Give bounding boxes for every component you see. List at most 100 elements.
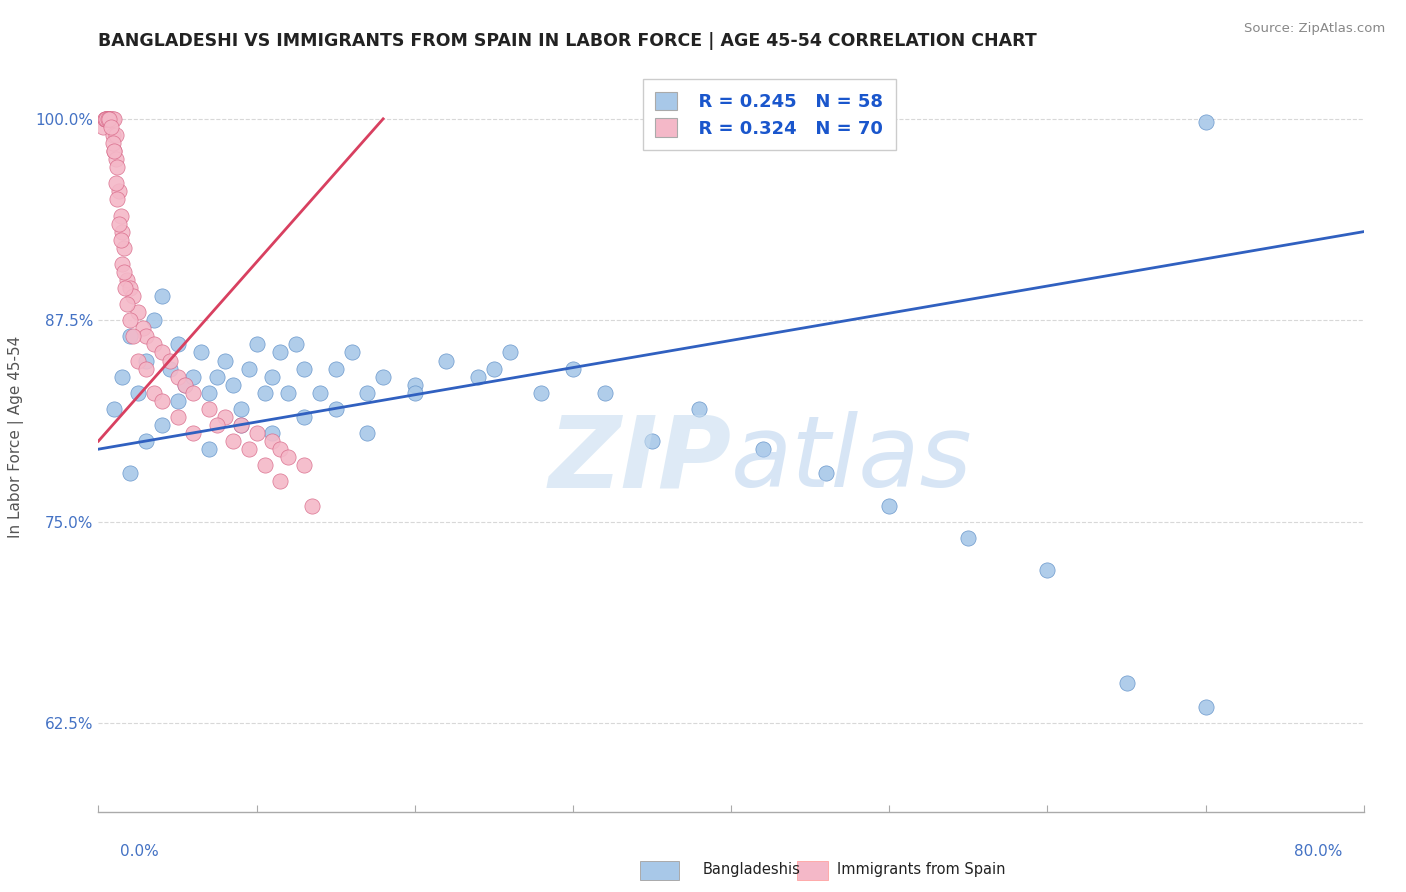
Point bbox=[122, 289, 145, 303]
Point bbox=[150, 345, 173, 359]
Point bbox=[325, 361, 347, 376]
Point bbox=[641, 434, 664, 449]
Point bbox=[253, 385, 276, 400]
Point bbox=[98, 112, 121, 126]
Point bbox=[111, 369, 134, 384]
Point bbox=[246, 337, 269, 351]
Point bbox=[356, 425, 378, 440]
Point bbox=[104, 152, 127, 166]
Point bbox=[174, 377, 197, 392]
Point bbox=[229, 401, 252, 416]
Point bbox=[127, 353, 149, 368]
Point bbox=[356, 385, 378, 400]
Point bbox=[371, 369, 394, 384]
Point bbox=[183, 369, 205, 384]
Point bbox=[101, 112, 124, 126]
Text: Bangladeshis: Bangladeshis bbox=[703, 863, 801, 877]
Point bbox=[97, 112, 120, 126]
Point bbox=[499, 345, 522, 359]
Point bbox=[214, 409, 236, 424]
Point bbox=[253, 458, 276, 473]
Point bbox=[132, 321, 155, 335]
Point bbox=[309, 385, 332, 400]
Point bbox=[120, 467, 141, 481]
Point bbox=[561, 361, 585, 376]
Point bbox=[269, 475, 291, 489]
Point bbox=[198, 401, 221, 416]
Point bbox=[262, 369, 284, 384]
Point bbox=[93, 112, 117, 126]
Point bbox=[135, 353, 157, 368]
Point bbox=[96, 112, 118, 126]
Point bbox=[877, 499, 901, 513]
Point bbox=[103, 401, 125, 416]
Point bbox=[98, 112, 121, 126]
Legend:   R = 0.245   N = 58,   R = 0.324   N = 70: R = 0.245 N = 58, R = 0.324 N = 70 bbox=[643, 79, 896, 150]
Point bbox=[404, 385, 426, 400]
Point bbox=[120, 313, 141, 327]
Point bbox=[269, 345, 291, 359]
Point bbox=[150, 393, 173, 408]
Point bbox=[404, 377, 426, 392]
Point bbox=[115, 273, 138, 287]
Point bbox=[198, 442, 221, 457]
Point bbox=[100, 112, 122, 126]
Point bbox=[262, 434, 284, 449]
Point bbox=[246, 425, 269, 440]
Point bbox=[135, 434, 157, 449]
Point bbox=[101, 128, 124, 142]
Point bbox=[436, 353, 458, 368]
Point bbox=[135, 361, 157, 376]
Point bbox=[688, 401, 710, 416]
Point bbox=[325, 401, 347, 416]
Text: 0.0%: 0.0% bbox=[120, 845, 159, 859]
Point bbox=[467, 369, 489, 384]
Point bbox=[229, 417, 252, 432]
Point bbox=[166, 409, 188, 424]
Point bbox=[100, 120, 122, 134]
Point bbox=[111, 257, 134, 271]
Point bbox=[114, 281, 136, 295]
Point bbox=[214, 353, 236, 368]
Point bbox=[183, 425, 205, 440]
Point bbox=[269, 442, 291, 457]
Point bbox=[120, 329, 141, 343]
Point bbox=[127, 385, 149, 400]
Point bbox=[96, 112, 118, 126]
Point bbox=[262, 425, 284, 440]
Point bbox=[122, 329, 145, 343]
Point bbox=[142, 337, 165, 351]
Point bbox=[112, 265, 135, 279]
Point bbox=[1195, 115, 1218, 129]
Point bbox=[103, 144, 125, 158]
Point bbox=[150, 417, 173, 432]
Point bbox=[107, 193, 129, 207]
Point bbox=[222, 377, 245, 392]
Point bbox=[166, 393, 188, 408]
Point bbox=[100, 112, 122, 126]
Point bbox=[198, 385, 221, 400]
Point bbox=[166, 337, 188, 351]
Text: 80.0%: 80.0% bbox=[1295, 845, 1343, 859]
Point bbox=[103, 144, 125, 158]
Point bbox=[98, 112, 121, 126]
Point bbox=[101, 136, 124, 150]
Point bbox=[292, 409, 315, 424]
Point bbox=[112, 241, 135, 255]
Point bbox=[104, 176, 127, 190]
Y-axis label: In Labor Force | Age 45-54: In Labor Force | Age 45-54 bbox=[8, 336, 24, 538]
Point bbox=[593, 385, 616, 400]
Point bbox=[135, 329, 157, 343]
Text: Source: ZipAtlas.com: Source: ZipAtlas.com bbox=[1244, 22, 1385, 36]
Point bbox=[104, 128, 127, 142]
Point bbox=[91, 120, 114, 134]
Point bbox=[238, 361, 260, 376]
Point bbox=[183, 385, 205, 400]
Point bbox=[285, 337, 308, 351]
Point bbox=[190, 345, 212, 359]
Point bbox=[814, 467, 837, 481]
Point bbox=[1195, 700, 1218, 714]
Point bbox=[107, 160, 129, 174]
Point bbox=[142, 313, 165, 327]
Point bbox=[166, 369, 188, 384]
